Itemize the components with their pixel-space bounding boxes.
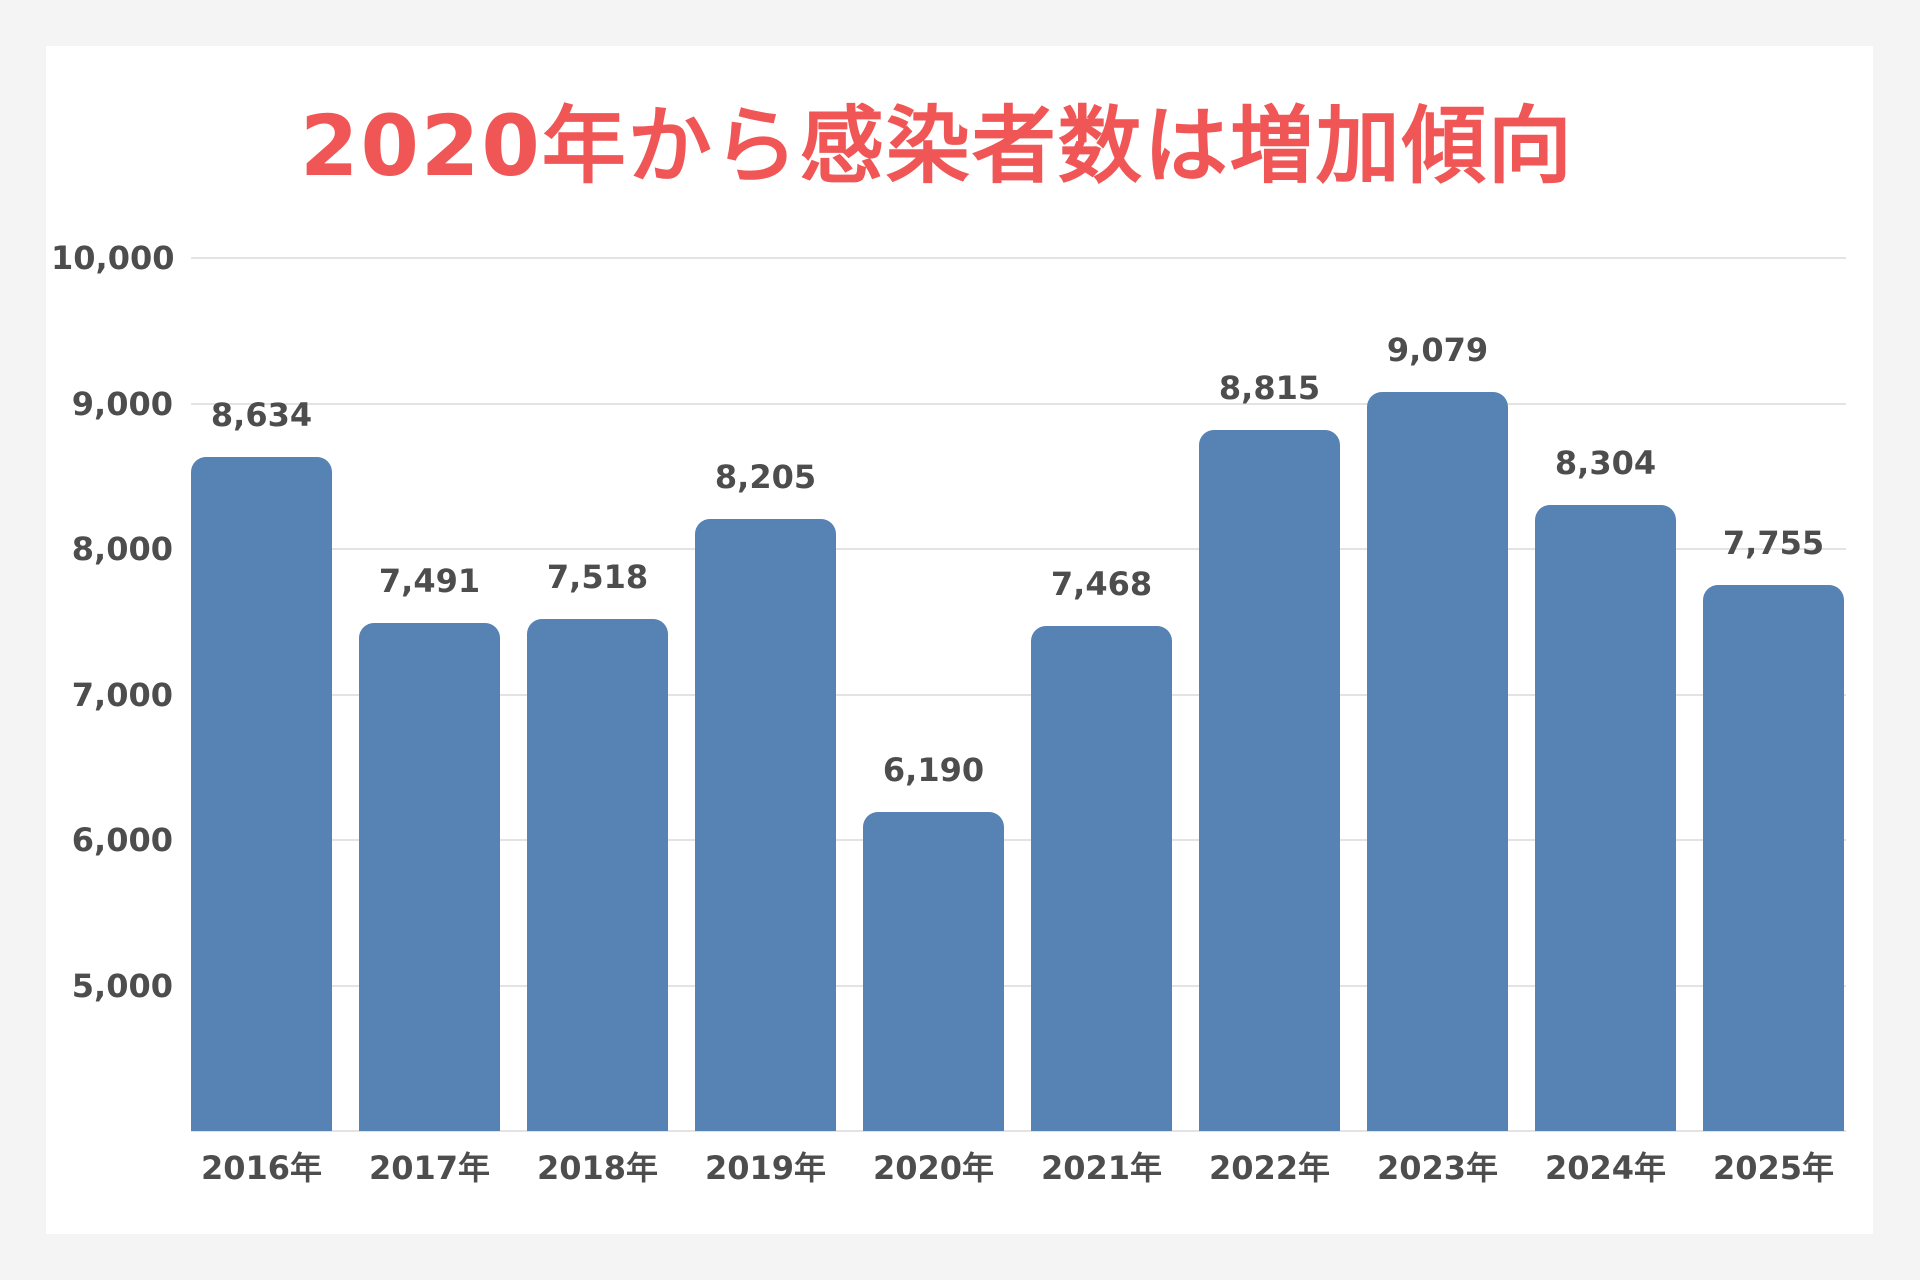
bar-value-label: 7,755 bbox=[1722, 523, 1825, 562]
bar-value-label: 9,079 bbox=[1386, 331, 1489, 369]
x-tick-label: 2021年 bbox=[1040, 1149, 1163, 1187]
chart-title: 2020年から感染者数は増加傾向 bbox=[300, 97, 1574, 195]
y-tick-label: 8,000 bbox=[71, 530, 173, 568]
bar-value-label: 8,205 bbox=[714, 458, 817, 497]
bar-2016 bbox=[191, 456, 332, 1131]
bar-2024 bbox=[1535, 504, 1676, 1131]
bar-value-label: 7,518 bbox=[546, 558, 649, 597]
bar-2017 bbox=[359, 623, 500, 1131]
bar-value-label: 6,190 bbox=[882, 751, 985, 790]
x-tick-label: 2017年 bbox=[368, 1149, 491, 1187]
bar-2021 bbox=[1031, 626, 1172, 1131]
bar-value-label: 8,304 bbox=[1554, 443, 1657, 482]
bar-2022 bbox=[1199, 430, 1340, 1131]
gridline-8000 bbox=[191, 548, 1846, 550]
gridline-7000 bbox=[191, 693, 1846, 696]
bar-value-label: 8,815 bbox=[1218, 369, 1321, 408]
bar-2018 bbox=[527, 619, 668, 1131]
x-tick-label: 2016年 bbox=[200, 1149, 323, 1187]
x-tick-label: 2018年 bbox=[536, 1149, 659, 1187]
x-tick-label: 2022年 bbox=[1208, 1149, 1331, 1187]
bar-2023 bbox=[1367, 392, 1508, 1131]
chart-card: 2020年から感染者数は増加傾向 10,000 9,000 8,000 7,00… bbox=[46, 46, 1873, 1234]
bar-value-label: 7,491 bbox=[378, 562, 481, 601]
x-tick-label: 2023年 bbox=[1376, 1149, 1499, 1187]
baseline bbox=[191, 1130, 1846, 1132]
x-tick-label: 2024年 bbox=[1544, 1149, 1667, 1187]
gridline-5000 bbox=[191, 984, 1846, 987]
x-tick-label: 2019年 bbox=[704, 1149, 827, 1187]
y-tick-label: 7,000 bbox=[71, 675, 173, 714]
y-tick-label: 6,000 bbox=[71, 821, 173, 859]
gridline-6000 bbox=[191, 839, 1846, 841]
x-tick-label: 2025年 bbox=[1712, 1149, 1835, 1187]
y-tick-label: 9,000 bbox=[71, 384, 173, 423]
y-tick-label: 5,000 bbox=[71, 966, 173, 1005]
bar-2020 bbox=[863, 812, 1004, 1131]
bar-2025 bbox=[1703, 584, 1844, 1131]
gridline-10000 bbox=[191, 257, 1846, 259]
bar-value-label: 8,634 bbox=[210, 395, 313, 434]
bar-value-label: 7,468 bbox=[1050, 565, 1153, 604]
x-tick-label: 2020年 bbox=[872, 1149, 995, 1187]
bar-2019 bbox=[695, 519, 836, 1131]
plot-area: 10,000 9,000 8,000 7,000 6,000 5,000 8,6… bbox=[51, 239, 1846, 1187]
gridline-9000 bbox=[191, 402, 1846, 405]
y-tick-label: 10,000 bbox=[51, 239, 175, 277]
